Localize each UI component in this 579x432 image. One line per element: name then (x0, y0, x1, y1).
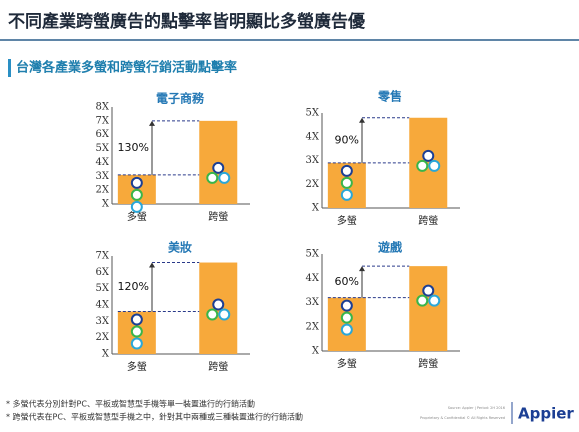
y-tick-label: 3X (96, 316, 110, 327)
device-icon (428, 294, 441, 307)
bar (409, 117, 448, 208)
device-icon (130, 188, 143, 201)
device-icon (340, 323, 353, 336)
y-tick-label: 3X (306, 297, 320, 308)
y-tick-label: 8X (96, 102, 110, 113)
device-icon (130, 200, 143, 213)
device-icon (218, 308, 231, 321)
y-tick-label: X (102, 199, 110, 210)
device-icon (340, 188, 353, 201)
x-tick-label: 跨螢 (208, 360, 228, 373)
x-tick-label: 多螢 (337, 214, 357, 227)
y-tick-label: 4X (96, 157, 110, 168)
subtitle: 台灣各產業多螢和跨螢行銷活動點擊率 (16, 60, 237, 76)
chart-title: 美妝 (168, 240, 192, 255)
arrow-head (359, 266, 365, 272)
y-tick-label: 2X (96, 185, 110, 196)
rights: Proprietary & Confidential © All Rights … (420, 416, 505, 420)
bar (409, 266, 448, 351)
y-tick-label: X (312, 203, 320, 214)
y-tick-label: 2X (96, 332, 110, 343)
device-icon (428, 159, 441, 172)
chart-title: 遊戲 (378, 240, 403, 255)
y-tick-label: 3X (306, 155, 320, 166)
footnote: * 多螢代表分別針對PC、平板或智慧型手機等單一裝置進行的行銷活動 (6, 399, 255, 409)
device-icon (130, 325, 143, 338)
y-tick-label: 5X (306, 108, 320, 119)
source: Source: Appier | Period: 2H 2016 (448, 406, 505, 410)
annotation: 120% (118, 280, 149, 293)
device-icon (422, 149, 435, 162)
footnote: * 跨螢代表在PC、平板或智慧型手機之中，針對其中兩種或三種裝置進行的行銷活動 (6, 412, 303, 422)
device-icon (130, 313, 143, 326)
device-icon (212, 161, 225, 174)
device-icon (130, 176, 143, 189)
arrow-head (359, 117, 365, 123)
device-icon (416, 294, 429, 307)
y-tick-label: 6X (96, 129, 110, 140)
device-icon (212, 298, 225, 311)
arrow-head (149, 120, 155, 126)
y-tick-label: 3X (96, 171, 110, 182)
arrow-head (149, 262, 155, 268)
x-tick-label: 多螢 (127, 210, 147, 223)
y-tick-label: 7X (96, 115, 110, 126)
device-icon (340, 299, 353, 312)
device-icon (206, 171, 219, 184)
x-tick-label: 多螢 (337, 357, 357, 370)
x-tick-label: 跨螢 (418, 357, 438, 370)
y-tick-label: 4X (306, 131, 320, 142)
chart-title: 零售 (377, 89, 402, 104)
chart-title: 電子商務 (156, 91, 205, 106)
device-icon (130, 337, 143, 350)
annotation: 60% (335, 275, 359, 288)
y-tick-label: 6X (96, 267, 110, 278)
device-icon (340, 164, 353, 177)
x-tick-label: 多螢 (127, 360, 147, 373)
y-tick-label: 4X (96, 300, 110, 311)
y-tick-label: 7X (96, 251, 110, 262)
device-icon (422, 284, 435, 297)
y-tick-label: 5X (96, 143, 110, 154)
y-tick-label: X (312, 346, 320, 357)
y-tick-label: 5X (306, 249, 320, 260)
y-tick-label: 2X (306, 179, 320, 190)
device-icon (206, 308, 219, 321)
device-icon (340, 176, 353, 189)
device-icon (218, 171, 231, 184)
subtitle-bar (8, 59, 11, 77)
y-tick-label: 2X (306, 321, 320, 332)
x-tick-label: 跨螢 (208, 210, 228, 223)
slide-title: 不同產業跨螢廣告的點擊率皆明顯比多螢廣告優 (8, 11, 366, 32)
annotation: 130% (118, 141, 149, 154)
device-icon (416, 159, 429, 172)
y-tick-label: 4X (306, 273, 320, 284)
annotation: 90% (335, 133, 359, 146)
logo: Appier (518, 405, 574, 423)
y-tick-label: X (102, 349, 110, 360)
y-tick-label: 5X (96, 283, 110, 294)
x-tick-label: 跨螢 (418, 214, 438, 227)
device-icon (340, 311, 353, 324)
